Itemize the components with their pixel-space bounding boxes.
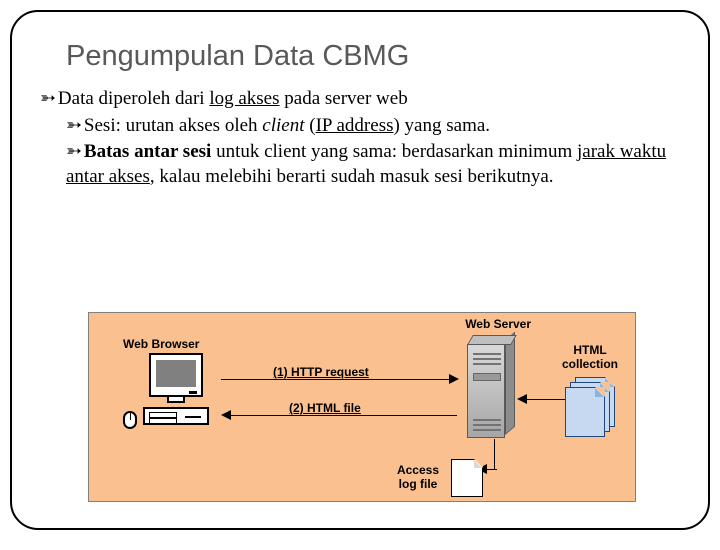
log-doc-icon bbox=[451, 459, 483, 497]
arrow-response-head-icon bbox=[221, 410, 231, 420]
arrow-log-v bbox=[494, 439, 495, 469]
bullet-icon: ➳ bbox=[40, 87, 56, 112]
web-browser-label: Web Browser bbox=[123, 337, 199, 351]
mouse-icon bbox=[123, 411, 137, 429]
html-docs-icon bbox=[565, 377, 617, 439]
arrow-request-head-icon bbox=[449, 374, 459, 384]
monitor-icon bbox=[149, 353, 203, 397]
bullet-main: ➳Data diperoleh dari log akses pada serv… bbox=[40, 87, 680, 112]
html-collection-label: HTML collection bbox=[555, 343, 625, 371]
slide-frame: Pengumpulan Data CBMG ➳Data diperoleh da… bbox=[10, 10, 710, 530]
web-server-label: Web Server bbox=[465, 317, 531, 331]
bullet-icon: ➳ bbox=[66, 114, 82, 139]
bullet-icon: ➳ bbox=[66, 140, 82, 165]
html-file-label: (2) HTML file bbox=[289, 401, 361, 415]
arrow-docs-head-icon bbox=[517, 394, 527, 404]
bullet-sub1: ➳Sesi: urutan akses oleh client (IP addr… bbox=[66, 114, 680, 139]
cpu-icon bbox=[143, 407, 209, 425]
diagram: Web Server Web Browser HTML collection A… bbox=[88, 312, 636, 502]
bullet-sub2: ➳Batas antar sesi untuk client yang sama… bbox=[66, 140, 680, 189]
slide-title: Pengumpulan Data CBMG bbox=[66, 40, 680, 73]
arrow-request bbox=[221, 379, 451, 380]
computer-icon bbox=[135, 353, 217, 453]
http-request-label: (1) HTTP request bbox=[273, 365, 369, 379]
server-icon bbox=[467, 335, 511, 439]
bullet-list: ➳Data diperoleh dari log akses pada serv… bbox=[40, 87, 680, 190]
arrow-docs bbox=[525, 399, 565, 400]
arrow-response bbox=[231, 415, 457, 416]
access-log-label: Access log file bbox=[389, 463, 447, 491]
